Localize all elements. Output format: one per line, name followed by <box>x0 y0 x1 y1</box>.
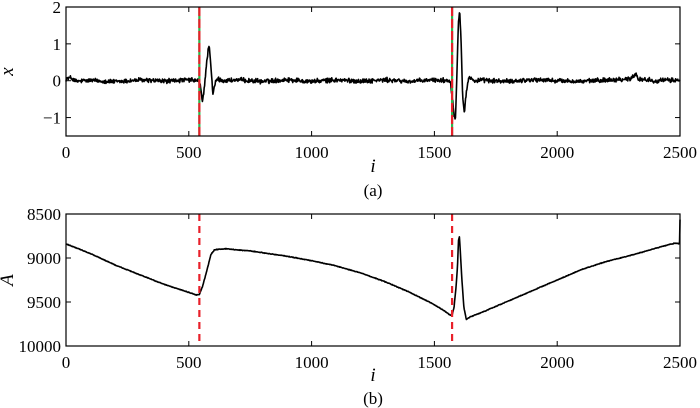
x-tick-label: 2500 <box>663 143 697 162</box>
y-tick-label: 9500 <box>27 293 61 312</box>
x-tick-label: 2000 <box>540 353 574 372</box>
y-tick-label: 2 <box>53 0 62 17</box>
y-tick-label: −1 <box>43 109 61 128</box>
y-tick-label: 8500 <box>27 205 61 224</box>
plot-frame-b <box>65 213 681 347</box>
x-tick-label: 1500 <box>417 143 451 162</box>
x-tick-label: 0 <box>62 353 71 372</box>
series-line-b <box>65 219 681 321</box>
y-tick-label: 10000 <box>19 337 62 356</box>
plot-frame-a <box>65 6 681 137</box>
y-axis-label-b: A <box>0 274 18 288</box>
y-tick-label: 9000 <box>27 249 61 268</box>
series-line-a <box>65 12 681 120</box>
y-tick-label: 0 <box>53 72 62 91</box>
chart-b: 0 500 1000 1500 2000 2500 8500 9000 9500 10000 i A (… <box>0 205 697 408</box>
x-tick-label: 1000 <box>295 143 329 162</box>
x-tick-label: 500 <box>176 353 202 372</box>
panel-caption-b: (b) <box>363 389 383 408</box>
x-tick-label: 1500 <box>417 353 451 372</box>
x-axis-label-a: i <box>370 156 375 177</box>
x-tick-label: 2500 <box>663 353 697 372</box>
y-tick-label: 1 <box>53 35 62 54</box>
x-tick-label: 1000 <box>295 353 329 372</box>
y-axis-label-a: x <box>0 67 18 77</box>
panel-caption-a: (a) <box>364 181 383 200</box>
x-tick-label: 0 <box>62 143 71 162</box>
x-tick-label: 500 <box>176 143 202 162</box>
x-axis-label-b: i <box>370 365 375 386</box>
x-tick-label: 2000 <box>540 143 574 162</box>
